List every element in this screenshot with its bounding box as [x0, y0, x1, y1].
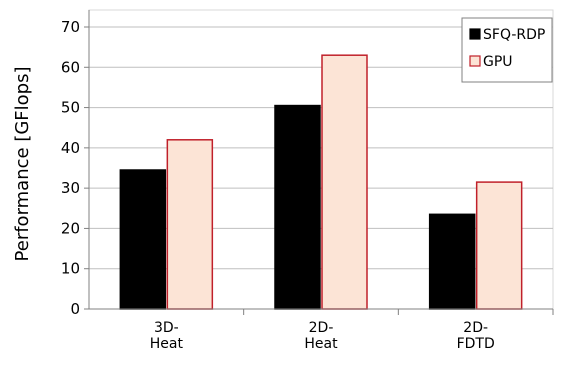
- y-tick-labels: 0 10 20 30 40 50 60 70: [61, 18, 80, 318]
- x-category-label: 3D-: [154, 320, 179, 336]
- y-tick-label: 30: [61, 179, 80, 197]
- legend: SFQ-RDP GPU: [461, 17, 553, 83]
- legend-swatch-sfq-rdp: [469, 28, 481, 40]
- x-category-label: Heat: [150, 336, 184, 352]
- y-tick-label: 0: [70, 300, 80, 318]
- bar-gpu-1: [321, 54, 368, 310]
- bar-sfq-rdp-2: [428, 213, 476, 310]
- legend-label-sfq-rdp: SFQ-RDP: [483, 27, 545, 43]
- bar-sfq-rdp-0: [119, 169, 167, 310]
- bars: [119, 54, 523, 310]
- y-tick-label: 70: [61, 18, 80, 36]
- y-tick-label: 10: [61, 260, 80, 278]
- bar-gpu-2: [475, 181, 523, 310]
- y-tick-label: 50: [61, 99, 80, 117]
- y-tick-label: 40: [61, 139, 80, 157]
- y-axis-label: Performance [GFlops]: [12, 67, 33, 262]
- x-category-label: Heat: [304, 336, 338, 352]
- legend-swatch-gpu: [469, 55, 481, 67]
- y-tick-label: 60: [61, 58, 80, 76]
- y-tick-label: 20: [61, 219, 80, 237]
- x-category-label: FDTD: [457, 336, 495, 352]
- x-category-label: 2D-: [309, 320, 334, 336]
- legend-label-gpu: GPU: [483, 54, 513, 70]
- bar-sfq-rdp-1: [274, 104, 321, 310]
- x-category-label: 2D-: [463, 320, 488, 336]
- bar-gpu-0: [166, 139, 214, 310]
- axes: [84, 10, 554, 315]
